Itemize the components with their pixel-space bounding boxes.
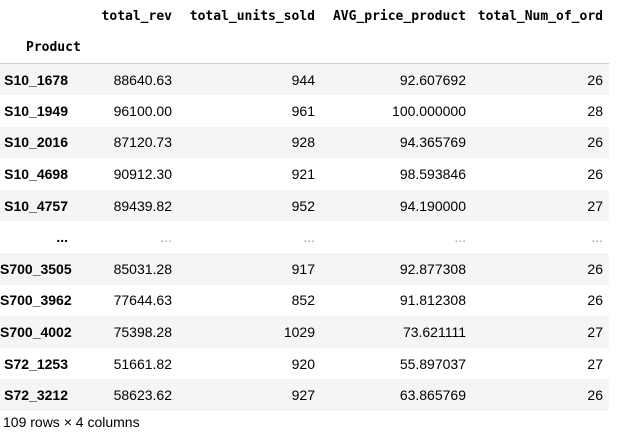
table-cell: ... <box>454 229 466 246</box>
table-cell: 91.812308 <box>399 292 466 309</box>
table-cell: ... <box>303 229 315 246</box>
table-cell: 85031.28 <box>113 260 172 277</box>
table-cell: 26 <box>587 134 603 151</box>
table-cell: 927 <box>291 387 315 404</box>
table-cell: ... <box>160 229 172 246</box>
table-cell: ... <box>591 229 603 246</box>
table-cell: 921 <box>291 166 315 183</box>
table-cell: 917 <box>291 260 315 277</box>
table-cell: 87120.73 <box>113 134 172 151</box>
table-cell: 28 <box>587 102 603 119</box>
row-index: S10_4757 <box>4 197 68 214</box>
row-index: S72_3212 <box>4 387 68 404</box>
table-row: S10_4698 90912.30 921 98.593846 26 <box>0 158 609 190</box>
column-header: AVG_price_product <box>332 8 466 24</box>
table-cell: 852 <box>291 292 315 309</box>
row-index: S10_4698 <box>4 166 68 183</box>
table-cell: 90912.30 <box>113 166 172 183</box>
table-cell: 920 <box>291 355 315 372</box>
table-row: S72_1253 51661.82 920 55.897037 27 <box>0 347 609 380</box>
table-cell: 92.607692 <box>399 71 466 88</box>
table-row: S72_3212 58623.62 927 63.865769 26 <box>0 379 609 412</box>
row-index: S10_1949 <box>4 102 68 119</box>
table-cell: 944 <box>291 71 315 88</box>
table-row: S700_3962 77644.63 852 91.812308 26 <box>0 284 609 317</box>
row-index: S10_1678 <box>4 71 68 88</box>
column-header: total_Num_of_ord <box>477 8 603 24</box>
table-cell: 89439.82 <box>113 197 172 214</box>
table-row: S10_1678 88640.63 944 92.607692 26 <box>0 63 609 96</box>
table-cell: 26 <box>587 166 603 183</box>
header-corner <box>0 0 92 32</box>
table-cell: 98.593846 <box>399 166 466 183</box>
table-cell: 73.621111 <box>402 324 466 341</box>
table-cell: 26 <box>587 292 603 309</box>
column-header-row: total_rev total_units_sold AVG_price_pro… <box>0 0 609 32</box>
table-cell: 88640.63 <box>113 71 172 88</box>
column-header: total_rev <box>101 8 172 24</box>
table-cell: 27 <box>587 197 603 214</box>
table-cell: 63.865769 <box>399 387 466 404</box>
table-cell: 26 <box>587 387 603 404</box>
ellipsis-row: ... ... ... ... ... <box>0 221 609 254</box>
table-row: S700_4002 75398.28 1029 73.621111 27 <box>0 316 609 348</box>
table-cell: 27 <box>587 324 603 341</box>
table-cell: 94.365769 <box>399 134 466 151</box>
table-row: S10_4757 89439.82 952 94.190000 27 <box>0 189 609 222</box>
table-row: S10_1949 96100.00 961 100.000000 28 <box>0 95 609 127</box>
table-cell: 75398.28 <box>113 324 172 341</box>
table-cell: 96100.00 <box>113 102 172 119</box>
dataframe-table: total_rev total_units_sold AVG_price_pro… <box>0 0 609 412</box>
row-index: S700_3505 <box>0 260 72 277</box>
table-cell: 51661.82 <box>113 355 172 372</box>
table-cell: 1029 <box>283 324 315 341</box>
row-index: S10_2016 <box>4 134 68 151</box>
table-cell: 77644.63 <box>113 292 172 309</box>
table-row: S700_3505 85031.28 917 92.877308 26 <box>0 253 609 285</box>
table-cell: 55.897037 <box>399 355 466 372</box>
row-index: S700_4002 <box>0 324 72 341</box>
row-index: ... <box>56 229 68 246</box>
index-name: Product <box>26 40 81 55</box>
row-index: S700_3962 <box>0 292 72 309</box>
row-index: S72_1253 <box>4 355 68 372</box>
column-header: total_units_sold <box>189 8 315 24</box>
table-row: S10_2016 87120.73 928 94.365769 26 <box>0 126 609 159</box>
table-cell: 92.877308 <box>399 260 466 277</box>
table-cell: 928 <box>291 134 315 151</box>
table-cell: 961 <box>291 102 315 119</box>
shape-summary: 109 rows × 4 columns <box>3 414 140 430</box>
dataframe-output: total_rev total_units_sold AVG_price_pro… <box>0 0 609 430</box>
table-cell: 58623.62 <box>113 387 172 404</box>
table-cell: 26 <box>587 260 603 277</box>
table-cell: 94.190000 <box>399 197 466 214</box>
table-cell: 26 <box>587 71 603 88</box>
index-header-row: Product <box>0 32 609 64</box>
table-cell: 100.000000 <box>392 102 466 119</box>
table-cell: 27 <box>587 355 603 372</box>
table-cell: 952 <box>291 197 315 214</box>
